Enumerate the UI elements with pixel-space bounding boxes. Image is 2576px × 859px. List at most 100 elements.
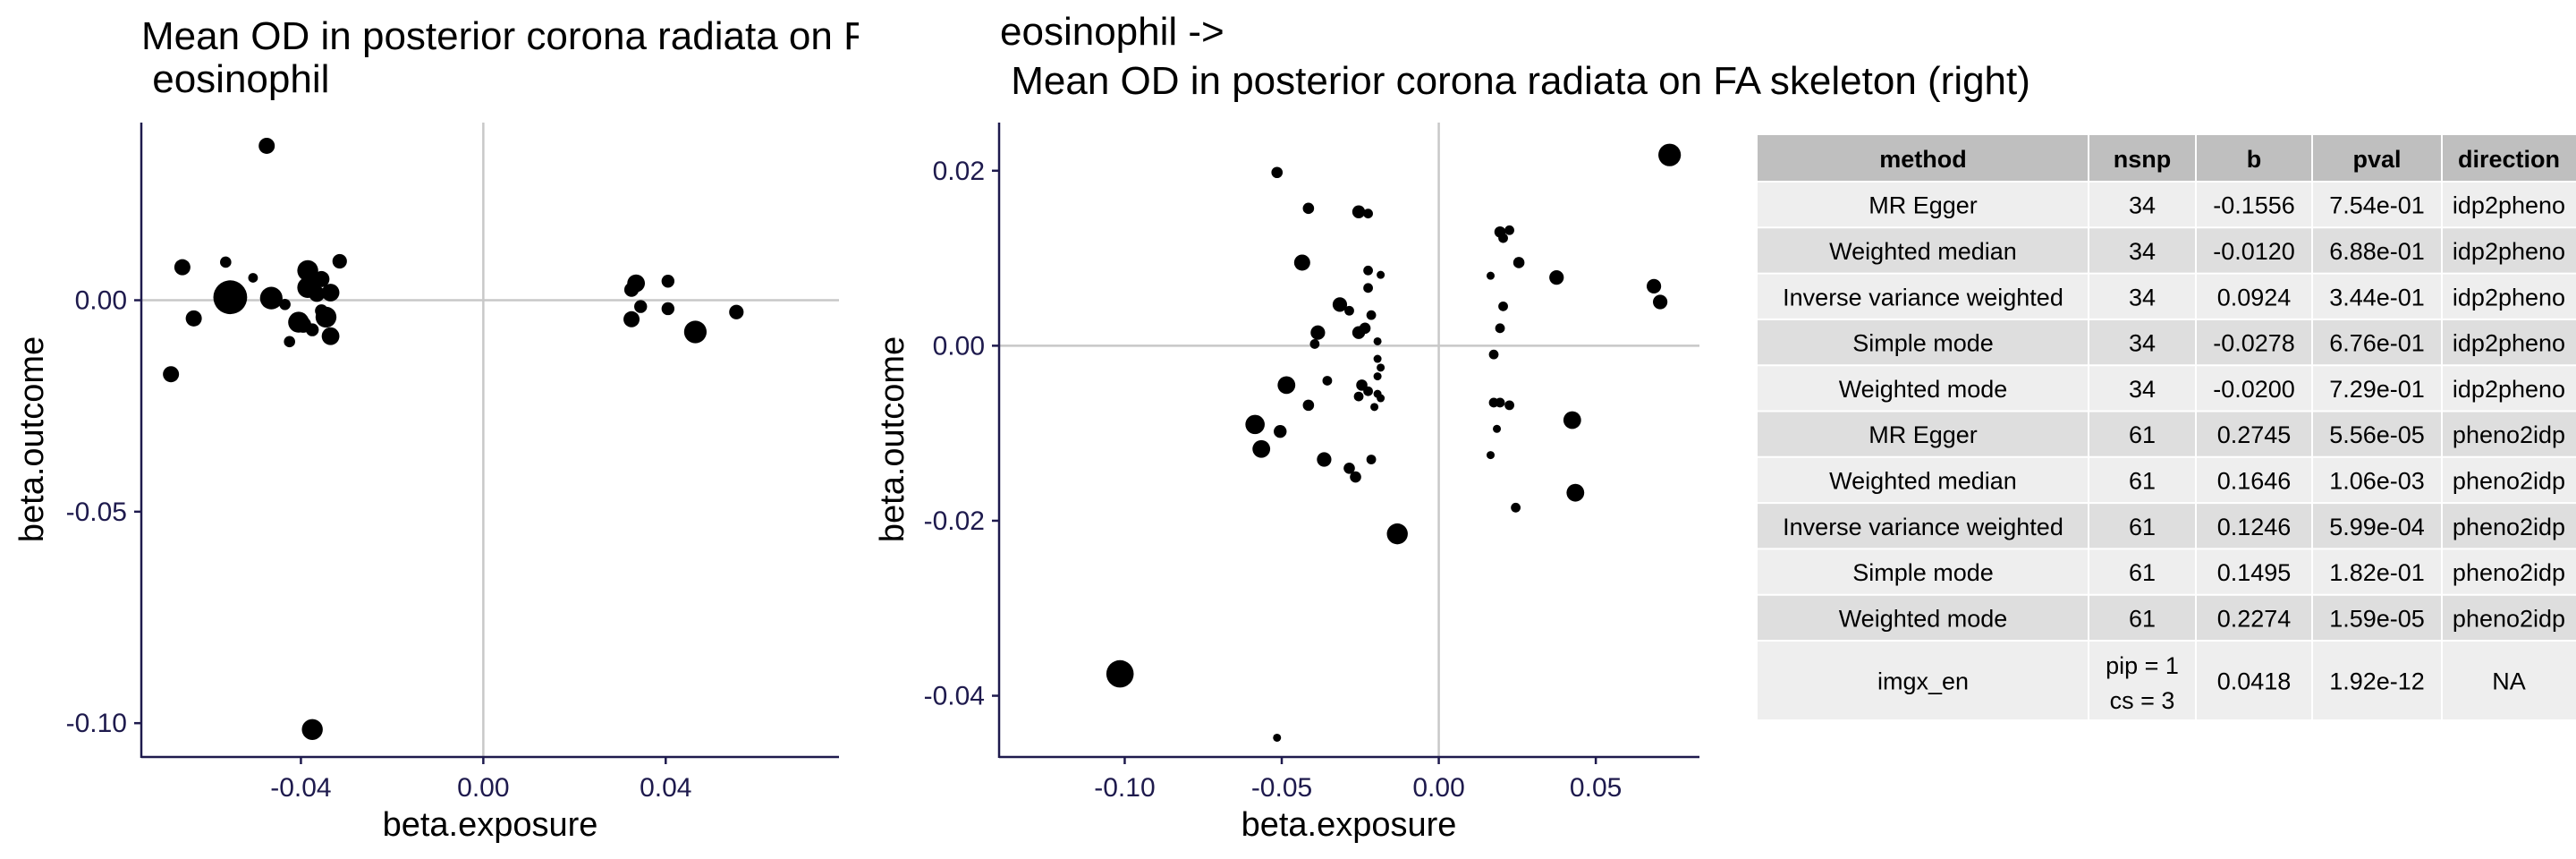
- scatter-point: [1658, 143, 1682, 166]
- scatter-point: [1343, 462, 1355, 474]
- scatter-point: [1317, 452, 1332, 467]
- table-row: 9 Simple mode 61 0.1495 1.82e-01 pheno2idp: [1735, 549, 2576, 595]
- scatter-point: [163, 366, 180, 383]
- scatter-point: [1487, 271, 1496, 280]
- scatter-point: [1332, 297, 1348, 312]
- table-header-cell: nsnp: [2114, 146, 2172, 173]
- panel2-title-line2: Mean OD in posterior corona radiata on F…: [1000, 59, 2030, 103]
- scatter-point: [683, 320, 708, 344]
- scatter-point: [1513, 257, 1525, 268]
- table-cell: 34: [2129, 238, 2156, 265]
- scatter-point: [1363, 283, 1373, 293]
- table-cell: 0.0924: [2217, 284, 2292, 310]
- table-cell: 3.44e-01: [2329, 284, 2425, 310]
- panel1-title-line1: Mean OD in posterior corona radiata on F…: [141, 14, 1208, 58]
- table-cell: 1.06e-03: [2329, 467, 2425, 494]
- y-tick-label: -0.05: [66, 498, 127, 527]
- x-tick-label: 0.00: [457, 773, 509, 803]
- panel1-title-line2: eosinophil: [141, 57, 329, 101]
- scatter-point: [1309, 339, 1320, 349]
- table-cell: 34: [2129, 192, 2156, 219]
- table-cell: Inverse variance weighted: [1783, 284, 2063, 310]
- scatter-point: [1495, 397, 1505, 408]
- scatter-point: [220, 256, 232, 268]
- scatter-point: [1274, 425, 1287, 438]
- table-cell: 1.82e-01: [2329, 559, 2425, 586]
- table-cell: Inverse variance weighted: [1783, 514, 2063, 540]
- scatter-point: [1363, 208, 1373, 219]
- table-cell: Weighted median: [1829, 238, 2017, 265]
- table-cell: Simple mode: [1852, 559, 1994, 586]
- panel1-y-axis-label: beta.outcome: [13, 336, 51, 542]
- table-cell: 61: [2129, 421, 2156, 448]
- scatter-point: [315, 306, 337, 328]
- scatter-point: [1366, 310, 1377, 320]
- scatter-point: [1293, 254, 1310, 271]
- table-row: 11 imgx_en pip = 1 cs = 3 0.0418 1.92e-12 NA: [1724, 641, 2576, 720]
- scatter-point: [321, 284, 340, 302]
- table-row-number: 8: [1735, 514, 1749, 540]
- scatter-point: [1353, 391, 1364, 402]
- table-cell: Weighted median: [1829, 467, 2017, 494]
- table-cell: 6.76e-01: [2329, 330, 2425, 357]
- y-tick-label: -0.02: [924, 506, 985, 536]
- table-cell: 5.56e-05: [2329, 421, 2425, 448]
- table-cell: Weighted mode: [1839, 605, 2008, 632]
- table-row-number: 5: [1735, 376, 1750, 403]
- y-tick-label: -0.10: [66, 709, 127, 738]
- table-cell: 61: [2129, 514, 2156, 540]
- table-cell: 34: [2129, 376, 2156, 403]
- scatter-point: [1373, 336, 1382, 345]
- scatter-point: [301, 719, 323, 740]
- scatter-point: [279, 298, 291, 310]
- table-cell: -0.0120: [2213, 238, 2295, 265]
- scatter-point: [1359, 322, 1371, 335]
- table-row-bg: [1758, 503, 2576, 549]
- table-row-bg: [1758, 641, 2576, 720]
- table-header-cell: method: [1879, 146, 1967, 173]
- table-cell: MR Egger: [1868, 421, 1978, 448]
- table-cell: 0.1246: [2217, 514, 2292, 540]
- table-row: 4 Simple mode 34 -0.0278 6.76e-01 idp2pheno: [1758, 319, 2576, 366]
- table-row-number: 9: [1735, 559, 1749, 586]
- scatter-point: [1549, 269, 1564, 285]
- scatter-panel-2: eosinophil -> Mean OD in posterior coron…: [874, 10, 2030, 844]
- table-cell: pheno2idp: [2453, 514, 2565, 540]
- scatter-point: [1646, 278, 1662, 293]
- scatter-point: [332, 253, 347, 269]
- table-row: 2 Weighted median 34 -0.0120 6.88e-01 idp2phe…: [1758, 227, 2576, 274]
- panel2-y-axis-label: beta.outcome: [874, 336, 911, 542]
- scatter-point: [305, 323, 319, 336]
- table-cell: -0.0278: [2213, 330, 2295, 357]
- table-row-bg: [1758, 594, 2576, 641]
- table-cell: Simple mode: [1852, 330, 1994, 357]
- table-cell: idp2pheno: [2453, 330, 2565, 357]
- table-row-bg: [1758, 319, 2576, 366]
- table-cell: pheno2idp: [2453, 605, 2565, 632]
- table-cell: 5.99e-04: [2329, 514, 2425, 540]
- table-row: 3 Inverse variance weighted 34 0.0924 3.44e-…: [1735, 273, 2576, 319]
- scatter-point: [1495, 323, 1505, 334]
- x-tick-label: -0.10: [1094, 773, 1155, 803]
- scatter-point: [627, 274, 646, 293]
- table-row-bg: [1758, 273, 2576, 319]
- scatter-point: [1273, 733, 1282, 742]
- table-cell: 7.54e-01: [2329, 192, 2425, 219]
- table-row-number: 3: [1735, 284, 1749, 310]
- scatter-point: [623, 310, 640, 327]
- table-cell: 1.59e-05: [2329, 605, 2425, 632]
- table-row-bg: [1758, 411, 2576, 457]
- scatter-point: [297, 259, 318, 282]
- table-cell: MR Egger: [1868, 192, 1978, 219]
- table-header-cell: b: [2247, 146, 2262, 173]
- table-cell: 61: [2129, 605, 2156, 632]
- y-tick-label: 0.02: [933, 157, 985, 186]
- scatter-point: [1277, 376, 1296, 395]
- table-cell: 34: [2129, 330, 2156, 357]
- scatter-point: [1310, 325, 1326, 340]
- table-cell: idp2pheno: [2453, 284, 2565, 310]
- scatter-point: [1498, 301, 1508, 311]
- table-row-number: 11: [1724, 668, 1749, 695]
- table-row-bg: [1758, 365, 2576, 412]
